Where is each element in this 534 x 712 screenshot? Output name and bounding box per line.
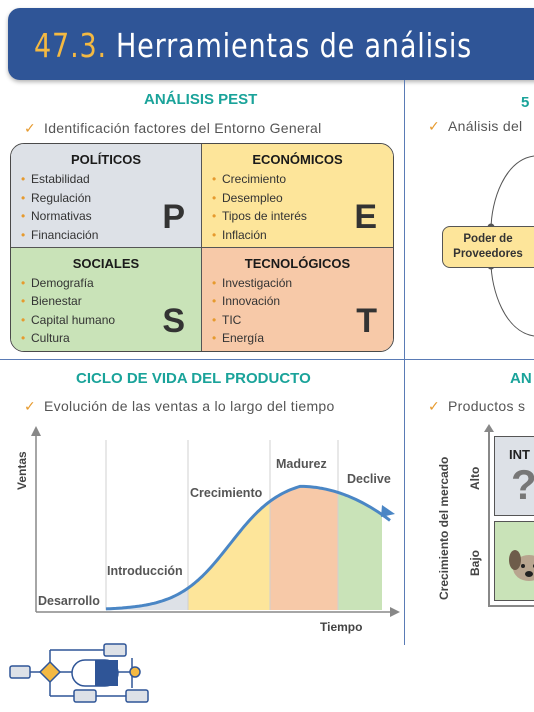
porter-subtitle-text: Análisis del xyxy=(448,118,523,134)
stage-fill-crecimiento xyxy=(188,501,270,610)
check-icon: ✓ xyxy=(24,120,37,136)
y-axis-label: Ventas xyxy=(15,451,29,490)
stage-fill-madurez xyxy=(270,486,338,610)
bcg-high-label: Alto xyxy=(468,466,482,490)
quadrant-letter: S xyxy=(162,302,185,340)
sales-curve xyxy=(105,484,391,611)
stage-label-madurez: Madurez xyxy=(276,457,327,471)
list-item: Energía xyxy=(212,329,393,348)
porter-suppliers-box: Poder de Proveedores xyxy=(442,226,534,268)
list-item: Desempleo xyxy=(212,189,393,208)
porter-title: 5 xyxy=(521,94,530,111)
pest-quadrant-sociales: SOCIALES Demografía Bienestar Capital hu… xyxy=(11,247,202,351)
bcg-y-axis-label: Crecimiento del mercado xyxy=(437,456,451,600)
bcg-subtitle-text: Productos s xyxy=(448,398,526,414)
pest-matrix: POLÍTICOS Estabilidad Regulación Normati… xyxy=(10,143,394,352)
list-item: Investigación xyxy=(212,274,393,293)
pest-quadrant-politicos: POLÍTICOS Estabilidad Regulación Normati… xyxy=(11,144,202,248)
divider-vertical xyxy=(404,80,405,645)
list-item: Crecimiento xyxy=(212,170,393,189)
divider-horizontal xyxy=(0,359,534,360)
y-axis-arrow xyxy=(31,426,41,436)
porter-box-line2: Proveedores xyxy=(453,248,523,260)
stage-label-declive: Declive xyxy=(347,472,391,486)
list-item: Regulación xyxy=(21,189,201,208)
quadrant-heading: POLÍTICOS xyxy=(70,152,142,167)
list-item: Financiación xyxy=(21,226,201,245)
check-icon: ✓ xyxy=(24,398,37,414)
pest-subtitle: ✓ Identificación factores del Entorno Gen… xyxy=(24,120,322,137)
lifecycle-title: CICLO DE VIDA DEL PRODUCTO xyxy=(76,370,311,387)
list-item: Bienestar xyxy=(21,292,201,311)
x-axis-arrow xyxy=(390,607,400,617)
list-item: Cultura xyxy=(21,329,201,348)
stage-label-desarrollo: Desarrollo xyxy=(38,594,100,608)
list-item: Tipos de interés xyxy=(212,207,393,226)
bcg-dog-quadrant xyxy=(494,521,534,601)
stage-label-introduccion: Introducción xyxy=(107,564,183,578)
bcg-axis-arrow xyxy=(484,424,494,432)
pest-title: ANÁLISIS PEST xyxy=(144,91,258,108)
quadrant-letter: P xyxy=(162,197,185,236)
list-item: Normativas xyxy=(21,207,201,226)
list-item: Innovación xyxy=(212,292,393,311)
quadrant-letter: E xyxy=(354,197,377,236)
question-mark-icon: ? xyxy=(511,461,534,509)
check-icon: ✓ xyxy=(428,118,441,134)
pest-quadrant-economicos: ECONÓMICOS Crecimiento Desempleo Tipos d… xyxy=(202,144,393,248)
lifecycle-chart: Ventas Tiempo Desarrollo Introducción Cr… xyxy=(15,426,400,634)
bcg-question-quadrant: INT ? xyxy=(494,436,534,516)
x-axis-label: Tiempo xyxy=(320,620,362,634)
stage-label-crecimiento: Crecimiento xyxy=(190,486,263,500)
bcg-q1-label: INT xyxy=(509,447,530,462)
header-banner: 47.3. Herramientas de análisis xyxy=(8,8,534,80)
quadrant-letter: T xyxy=(356,302,377,340)
bcg-title: AN xyxy=(510,370,532,387)
list-item: Estabilidad xyxy=(21,170,201,189)
list-item: Inflación xyxy=(212,226,393,245)
quadrant-heading: ECONÓMICOS xyxy=(252,152,343,167)
quadrant-heading: TECNOLÓGICOS xyxy=(244,255,351,271)
section-number: 47.3. xyxy=(34,26,107,65)
check-icon: ✓ xyxy=(428,398,441,414)
stage-fill-introduccion xyxy=(106,588,188,610)
curve-arrowhead xyxy=(381,505,395,517)
pest-quadrant-tecnologicos: TECNOLÓGICOS Investigación Innovación TI… xyxy=(202,247,393,351)
lifecycle-subtitle-text: Evolución de las ventas a lo largo del t… xyxy=(44,398,335,414)
process-logo-icon xyxy=(9,643,149,703)
bcg-low-label: Bajo xyxy=(468,549,482,576)
porter-box-line1: Poder de xyxy=(463,233,513,245)
list-item: TIC xyxy=(212,311,393,330)
bcg-y-axis xyxy=(488,428,490,606)
list-item: Capital humano xyxy=(21,311,201,330)
bcg-x-axis xyxy=(488,605,534,607)
list-item: Demografía xyxy=(21,274,201,293)
stage-fill-declive xyxy=(338,492,382,610)
dog-icon xyxy=(509,550,534,581)
porter-subtitle: ✓ Análisis del xyxy=(428,118,522,135)
page-title: Herramientas de análisis xyxy=(116,26,473,65)
pest-subtitle-text: Identificación factores del Entorno Gene… xyxy=(44,120,322,136)
lifecycle-subtitle: ✓ Evolución de las ventas a lo largo del … xyxy=(24,398,335,415)
quadrant-heading: SOCIALES xyxy=(72,255,140,271)
bcg-subtitle: ✓ Productos s xyxy=(428,398,525,415)
